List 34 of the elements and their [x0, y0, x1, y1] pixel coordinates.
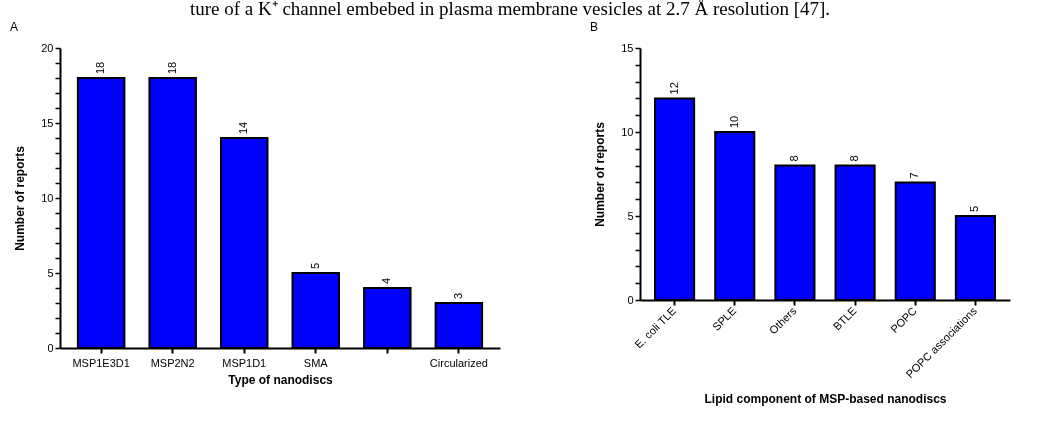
y-tick-label: 5	[627, 209, 634, 222]
y-axis-title: Number of reports	[593, 121, 608, 227]
data-label: 8	[848, 155, 861, 162]
data-label: 3	[451, 292, 464, 299]
chart-title: A	[10, 20, 19, 34]
y-tick-label: 0	[627, 293, 634, 306]
x-tick-label: Circularized	[429, 356, 488, 369]
y-tick-label: 10	[41, 191, 54, 204]
y-tick-label: 0	[47, 341, 54, 354]
y-axis-title: Number of reports	[13, 145, 28, 251]
y-tick-label: 5	[47, 266, 54, 279]
x-tick-label: E. coli TLE	[632, 304, 679, 351]
data-label: 18	[94, 61, 107, 74]
x-tick-label: MSP2N2	[150, 356, 195, 369]
data-label: 14	[237, 121, 250, 134]
data-label: 4	[380, 277, 393, 284]
data-label: 18	[165, 61, 178, 74]
data-label: 7	[908, 172, 921, 179]
data-label: 5	[968, 205, 981, 212]
x-tick-label: SMA	[303, 356, 329, 369]
y-tick-label: 10	[621, 125, 634, 138]
data-label: 10	[727, 115, 740, 128]
x-axis-title: Lipid component of MSP-based nanodiscs	[704, 392, 947, 407]
x-tick-label: MSP1E3D1	[72, 356, 130, 369]
y-tick-label: 20	[41, 41, 54, 54]
data-label: 12	[667, 82, 680, 95]
x-tick-label: MSP1D1	[222, 356, 267, 369]
y-tick-label: 15	[621, 41, 634, 54]
data-label: 8	[787, 155, 800, 162]
text: ture of a K⁺ channel embebed in plasma membrane vesicles at 2.7 Å resolution [47].	[189, 0, 831, 19]
chart-title: B	[590, 20, 599, 34]
data-label: 5	[308, 262, 321, 269]
x-axis-title: Type of nanodiscs	[228, 372, 334, 387]
y-tick-label: 15	[41, 116, 54, 129]
